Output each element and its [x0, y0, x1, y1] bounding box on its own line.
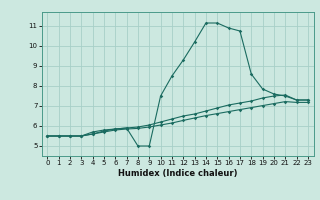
- X-axis label: Humidex (Indice chaleur): Humidex (Indice chaleur): [118, 169, 237, 178]
